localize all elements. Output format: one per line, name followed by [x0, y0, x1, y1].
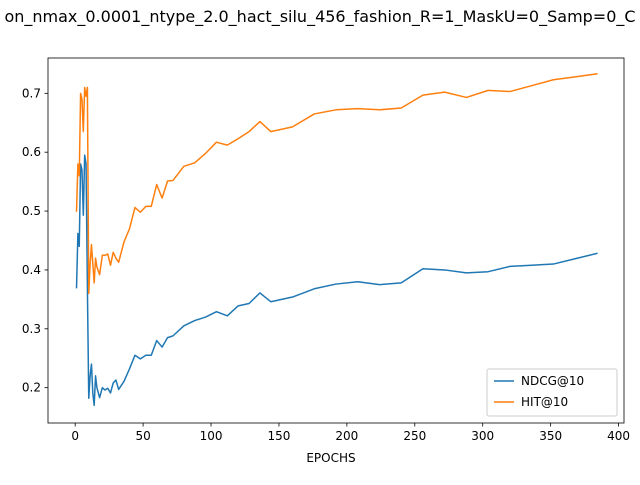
- legend-label-hit: HIT@10: [521, 395, 568, 409]
- legend: NDCG@10 HIT@10: [486, 368, 618, 417]
- series-line-hit-10: [75, 73, 598, 295]
- plot-area-frame: [47, 57, 625, 424]
- x-tick-label: 150: [267, 429, 290, 443]
- x-tick-label: 50: [135, 429, 150, 443]
- y-tick-label: 0.3: [22, 322, 41, 336]
- y-tick-label: 0.7: [22, 86, 41, 100]
- y-axis-ticks: 0.2 0.3 0.4 0.5 0.6 0.7: [22, 86, 48, 395]
- series-layer: [75, 73, 598, 407]
- x-tick-label: 300: [471, 429, 494, 443]
- series-line-ndcg-10: [75, 154, 598, 407]
- y-tick-label: 0.6: [22, 145, 41, 159]
- x-axis-label: EPOCHS: [306, 451, 355, 465]
- y-tick-label: 0.2: [22, 381, 41, 395]
- y-tick-label: 0.5: [22, 204, 41, 218]
- chart-title: on_nmax_0.0001_ntype_2.0_hact_silu_456_f…: [4, 7, 635, 27]
- x-tick-label: 400: [607, 429, 630, 443]
- legend-frame: [486, 368, 618, 417]
- x-tick-label: 200: [335, 429, 358, 443]
- x-tick-label: 350: [539, 429, 562, 443]
- x-tick-label: 100: [200, 429, 223, 443]
- legend-label-ndcg: NDCG@10: [521, 374, 584, 388]
- x-axis-ticks: 0 50 100 150 200 250 300 350 400: [71, 423, 630, 443]
- x-tick-label: 250: [403, 429, 426, 443]
- x-tick-label: 0: [71, 429, 79, 443]
- y-tick-label: 0.4: [22, 263, 41, 277]
